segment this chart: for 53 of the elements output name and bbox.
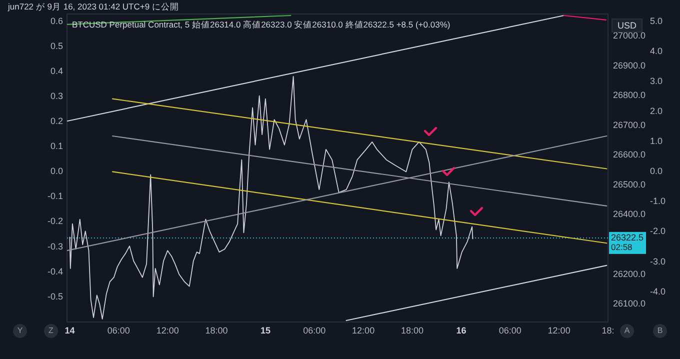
y-tick-label: 26500.0 bbox=[613, 179, 646, 190]
y-tick-label: 26800.0 bbox=[613, 90, 646, 100]
y3-tick-label: 0.5 bbox=[50, 40, 63, 51]
y3-tick-label: -0.5 bbox=[47, 291, 63, 302]
y-tick-label: 27000.0 bbox=[613, 30, 646, 41]
y3-tick-label: 0.0 bbox=[50, 166, 63, 176]
y3-tick-label: 0.3 bbox=[50, 91, 63, 102]
line-series bbox=[69, 76, 474, 320]
y2-tick-label: -1.0 bbox=[650, 196, 666, 206]
y3-tick-label: 0.6 bbox=[50, 16, 63, 26]
y-tick-label: 26100.0 bbox=[613, 298, 646, 309]
x-tick-label: 12:00 bbox=[548, 325, 570, 336]
y2-tick-label: 2.0 bbox=[650, 106, 663, 116]
x-tick-label: 18:00 bbox=[205, 325, 228, 336]
y2-tick-label: -3.0 bbox=[650, 256, 666, 266]
y-tick-label: 26900.0 bbox=[613, 60, 646, 70]
y2-tick-label: -2.0 bbox=[650, 226, 666, 236]
y3-tick-label: 0.1 bbox=[50, 141, 63, 152]
y-axis-title: USD bbox=[617, 20, 637, 30]
y2-tick-label: 4.0 bbox=[650, 46, 663, 56]
x-tick-label: 06:00 bbox=[498, 325, 522, 336]
control-button: A bbox=[620, 324, 634, 338]
ref-line-label: 26322.5 02:58 bbox=[609, 232, 646, 254]
y2-tick-label: 1.0 bbox=[650, 136, 663, 146]
x-tick-label: 16 bbox=[456, 325, 466, 336]
y-tick-label: 26700.0 bbox=[613, 120, 646, 130]
y3-tick-label: -0.3 bbox=[47, 241, 63, 252]
y2-tick-label: -4.0 bbox=[650, 286, 666, 296]
x-tick-label: 12:00 bbox=[156, 325, 179, 336]
x-tick-label: 15 bbox=[260, 325, 270, 336]
y3-tick-label: -0.2 bbox=[47, 216, 63, 226]
control-button: Y bbox=[13, 324, 27, 338]
y3-tick-label: 0.2 bbox=[50, 116, 63, 126]
x-tick-label: 12:00 bbox=[352, 325, 375, 336]
y3-tick-label: 0.4 bbox=[50, 66, 63, 76]
y2-tick-label: 0.0 bbox=[650, 166, 663, 176]
control-button: B bbox=[653, 324, 667, 338]
y-tick-label: 26200.0 bbox=[613, 268, 646, 279]
x-tick-label: 06:00 bbox=[107, 325, 130, 336]
x-tick-label: 06:00 bbox=[303, 325, 326, 336]
chart-title: jun722 が 9月 16, 2023 01:42 UTC+9 に公開 bbox=[7, 1, 179, 12]
ylabel: USD bbox=[612, 18, 642, 32]
ref-line-label: 26322.5 bbox=[611, 232, 644, 242]
x-tick-label: 18: bbox=[602, 325, 614, 336]
y-tick-label: 26400.0 bbox=[613, 209, 646, 220]
y3-tick-label: -0.4 bbox=[47, 266, 63, 276]
x-tick-label: 14 bbox=[64, 325, 75, 336]
y2-tick-label: 3.0 bbox=[650, 76, 663, 86]
control-button: Z bbox=[44, 324, 58, 338]
y-tick-label: 26600.0 bbox=[613, 150, 646, 160]
y3-tick-label: -0.1 bbox=[47, 191, 63, 202]
x-tick-label: 18:00 bbox=[400, 325, 424, 336]
y2-tick-label: 5.0 bbox=[650, 16, 663, 26]
